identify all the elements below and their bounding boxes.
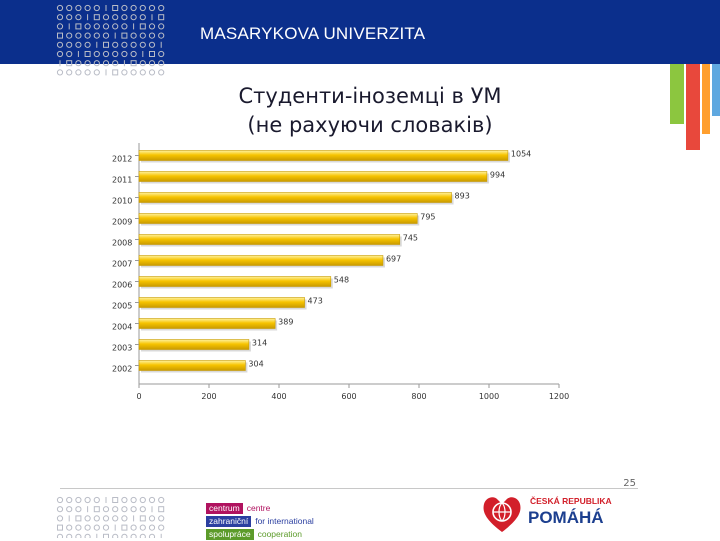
- chart-title-line1: Студенти-іноземці в УМ: [238, 84, 502, 108]
- data-label: 389: [278, 318, 293, 327]
- bar: [138, 171, 488, 182]
- cooperation-centre-logo: centrum centre zahraniční for international…: [206, 496, 314, 540]
- category-label: 2002: [112, 365, 132, 374]
- data-label: 893: [455, 192, 470, 201]
- cooperation-logo-row: centrum centre: [206, 496, 314, 514]
- data-label: 304: [248, 360, 263, 369]
- cooperation-logo-box-text: centrum: [206, 503, 243, 514]
- x-tick-label: 1000: [479, 392, 499, 401]
- bar: [138, 234, 401, 245]
- x-tick-label: 400: [271, 392, 286, 401]
- data-label: 994: [490, 171, 505, 180]
- category-label: 2008: [112, 239, 132, 248]
- chart-title: Студенти-іноземці в УМ (не рахуючи слова…: [190, 82, 550, 140]
- data-label: 697: [386, 255, 401, 264]
- category-label: 2007: [112, 260, 132, 269]
- bar: [138, 339, 250, 350]
- cooperation-logo-caption: for international: [255, 516, 314, 526]
- x-tick-label: 200: [201, 392, 216, 401]
- category-label: 2012: [112, 155, 132, 164]
- data-label: 745: [403, 234, 418, 243]
- decorative-color-bars: [670, 64, 720, 154]
- data-label: 1054: [511, 150, 531, 159]
- bar: [138, 255, 384, 266]
- cooperation-logo-caption: cooperation: [257, 529, 303, 539]
- cooperation-logo-caption: centre: [246, 503, 271, 513]
- bar: [138, 192, 452, 203]
- bar: [138, 318, 276, 329]
- cooperation-logo-box-text: zahraniční: [206, 516, 252, 527]
- category-label: 2006: [112, 281, 132, 290]
- category-label: 2005: [112, 302, 132, 311]
- category-label: 2003: [112, 344, 132, 353]
- cooperation-logo-row: zahraniční for international: [206, 509, 314, 527]
- category-label: 2010: [112, 197, 132, 206]
- cooperation-logo-row: spolupráce cooperation: [206, 522, 314, 540]
- x-tick-label: 800: [411, 392, 426, 401]
- data-label: 548: [334, 276, 349, 285]
- data-label: 473: [308, 297, 323, 306]
- x-tick-label: 0: [136, 392, 141, 401]
- university-name: MASARYKOVA UNIVERZITA: [200, 24, 426, 43]
- bar: [138, 213, 418, 224]
- bar: [138, 150, 509, 161]
- czech-republic-helps-logo: ČESKÁ REPUBLIKA POMÁHÁ: [480, 492, 630, 536]
- footer-divider: [60, 488, 638, 489]
- category-label: 2011: [112, 176, 132, 185]
- x-tick-label: 600: [341, 392, 356, 401]
- bar: [138, 276, 332, 287]
- data-label: 795: [420, 213, 435, 222]
- bar: [138, 297, 305, 308]
- cz-logo-line1: ČESKÁ REPUBLIKA: [530, 496, 612, 506]
- dot-grid-icon: [56, 4, 165, 76]
- bar: [138, 360, 246, 371]
- page-number: 25: [623, 478, 636, 489]
- x-tick-label: 1200: [549, 392, 569, 401]
- cooperation-logo-box-text: spolupráce: [206, 529, 254, 540]
- cz-logo-line2: POMÁHÁ: [528, 508, 604, 527]
- dot-grid-icon: [56, 496, 165, 538]
- category-label: 2009: [112, 218, 132, 227]
- heart-globe-icon: [483, 497, 521, 532]
- category-label: 2004: [112, 323, 132, 332]
- data-label: 314: [252, 339, 267, 348]
- chart-title-line2: (не рахуючи словаків): [247, 113, 493, 137]
- header-banner: [0, 0, 720, 64]
